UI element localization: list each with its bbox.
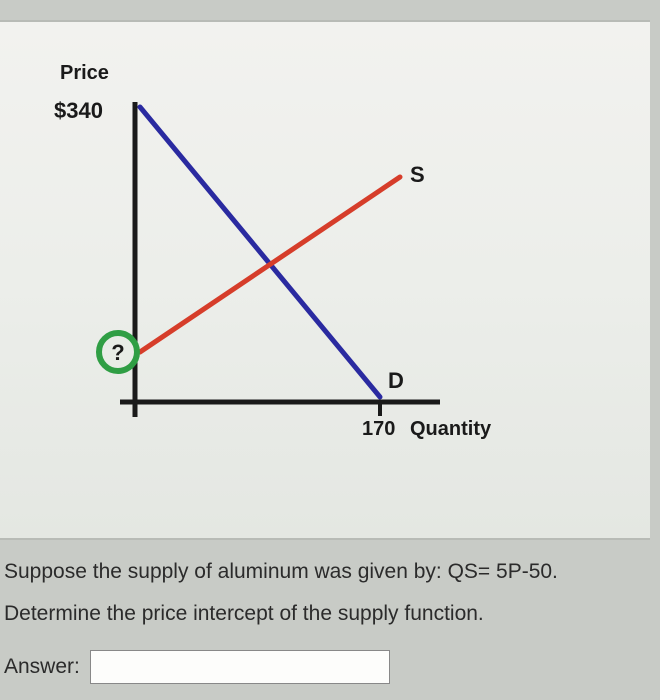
chart-panel: Price $340 ? S D 170 Quan: [0, 20, 650, 540]
question-text: Suppose the supply of aluminum was given…: [0, 555, 640, 630]
supply-label: S: [410, 162, 425, 188]
x-axis-title: Quantity: [410, 418, 491, 441]
question-line-2: Determine the price intercept of the sup…: [4, 597, 640, 631]
answer-label: Answer:: [4, 655, 80, 679]
x-max-label: 170: [362, 418, 395, 441]
y-max-label: $340: [54, 98, 103, 124]
demand-line: [140, 107, 380, 397]
answer-input[interactable]: [90, 650, 390, 684]
supply-line: [140, 177, 400, 352]
unknown-qmark: ?: [111, 340, 124, 365]
question-line-1: Suppose the supply of aluminum was given…: [4, 555, 640, 589]
chart-wrap: Price $340 ? S D 170 Quan: [40, 62, 500, 482]
y-axis-title: Price: [60, 62, 109, 85]
page-container: Price $340 ? S D 170 Quan: [0, 0, 660, 700]
demand-label: D: [388, 368, 404, 394]
answer-row: Answer:: [0, 650, 390, 684]
